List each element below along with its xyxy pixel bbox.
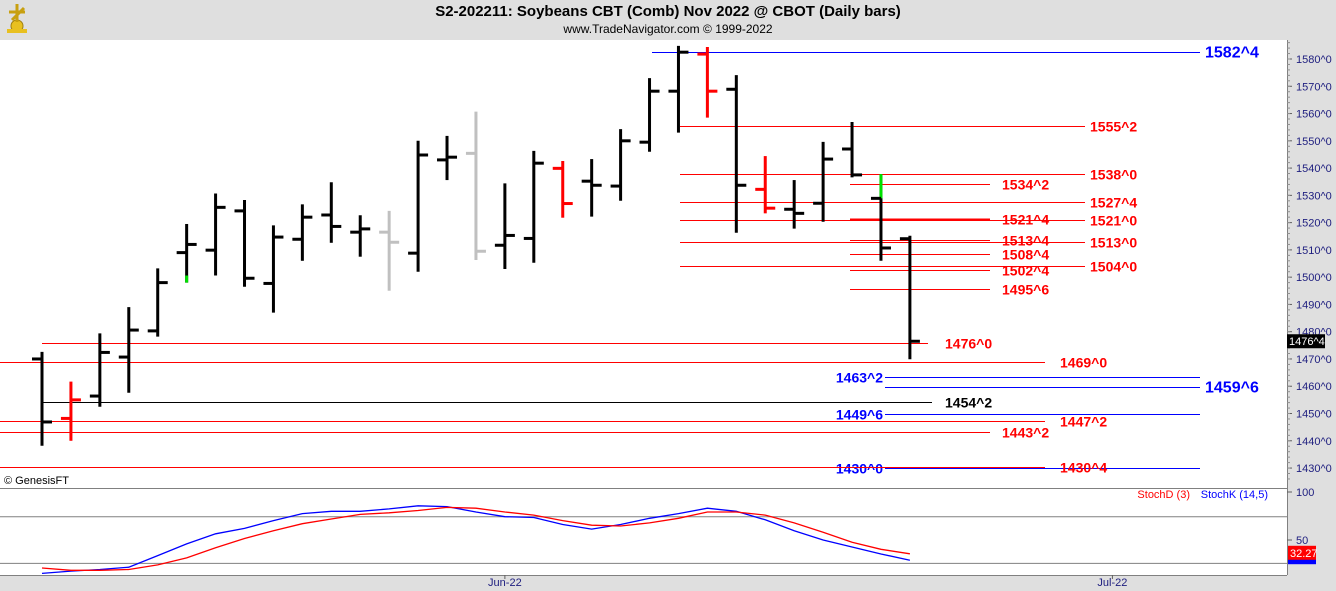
price-tick-label: 1470^0: [1296, 354, 1332, 366]
price-tick-label: 1430^0: [1296, 463, 1332, 475]
sextant-logo-icon: [7, 4, 27, 33]
level-label: 1502^4: [1002, 263, 1049, 279]
level-label: 1495^6: [1002, 282, 1049, 298]
stochd-value-label: 32.27: [1290, 548, 1318, 560]
price-tick-label: 1530^0: [1296, 190, 1332, 202]
level-label: 1504^0: [1090, 259, 1137, 275]
price-tick-label: 1500^0: [1296, 272, 1332, 284]
last-price-label: 1476^4: [1289, 336, 1325, 348]
price-tick-label: 1560^0: [1296, 109, 1332, 121]
level-label: 1538^0: [1090, 167, 1137, 183]
level-label: 1430^0: [836, 461, 883, 477]
time-tick-label: Jul-22: [1097, 577, 1127, 589]
price-tick-label: 1460^0: [1296, 381, 1332, 393]
price-tick-label: 1490^0: [1296, 299, 1332, 311]
oscillator-tick-label: 100: [1296, 487, 1314, 499]
level-label: 1513^4: [1002, 233, 1049, 249]
time-axis: Jun-22 Jul-22: [488, 575, 1127, 589]
price-levels: 1582^4 1555^2 1538^0 1534^2 1527^4 1521^4 1521…: [0, 45, 1259, 477]
price-tick-label: 1520^0: [1296, 218, 1332, 230]
level-label: 1459^6: [1205, 380, 1259, 397]
price-tick-label: 1580^0: [1296, 54, 1332, 66]
stochd-value-marker: [1288, 545, 1316, 560]
price-axis: 1430^01440^01450^01460^01470^01480^01490…: [1287, 42, 1332, 480]
level-label: 1582^4: [1205, 45, 1259, 62]
level-label: 1430^4: [1060, 460, 1107, 476]
oscillator-panel: [0, 489, 1287, 575]
price-bars: [32, 45, 920, 446]
stoch-line: [41, 506, 910, 571]
level-label: 1443^2: [1002, 425, 1049, 441]
price-tick-label: 1550^0: [1296, 136, 1332, 148]
level-label: 1508^4: [1002, 247, 1049, 263]
level-label: 1449^6: [836, 407, 883, 423]
level-label: 1454^2: [945, 395, 992, 411]
price-tick-label: 1440^0: [1296, 436, 1332, 448]
level-label: 1521^4: [1002, 212, 1049, 228]
last-price-marker: [1287, 334, 1325, 349]
chart-header: S2-202211: Soybeans CBT (Comb) Nov 2022 …: [0, 0, 1336, 40]
stochk-value-marker: [1288, 558, 1316, 565]
level-label: 1463^2: [836, 370, 883, 386]
legend-stochd: StochD (3): [1137, 489, 1190, 501]
time-tick-label: Jun-22: [488, 577, 522, 589]
level-label: 1469^0: [1060, 355, 1107, 371]
level-label: 1521^0: [1090, 213, 1137, 229]
copyright-label: © GenesisFT: [4, 475, 69, 487]
level-label: 1534^2: [1002, 177, 1049, 193]
stoch-line: [41, 505, 911, 575]
oscillator-tick-label: 50: [1296, 535, 1308, 547]
price-tick-label: 1540^0: [1296, 163, 1332, 175]
level-label: 1555^2: [1090, 119, 1137, 135]
level-label: 1476^0: [945, 336, 992, 352]
price-tick-label: 1570^0: [1296, 81, 1332, 93]
price-tick-label: 1510^0: [1296, 245, 1332, 257]
level-label: 1513^0: [1090, 235, 1137, 251]
legend-stochk: StochK (14,5): [1201, 489, 1268, 501]
level-label: 1447^2: [1060, 414, 1107, 430]
chart-title: S2-202211: Soybeans CBT (Comb) Nov 2022 …: [435, 3, 901, 20]
price-tick-label: 1450^0: [1296, 409, 1332, 421]
level-label: 1527^4: [1090, 195, 1137, 211]
chart-subtitle: www.TradeNavigator.com © 1999-2022: [563, 22, 773, 36]
